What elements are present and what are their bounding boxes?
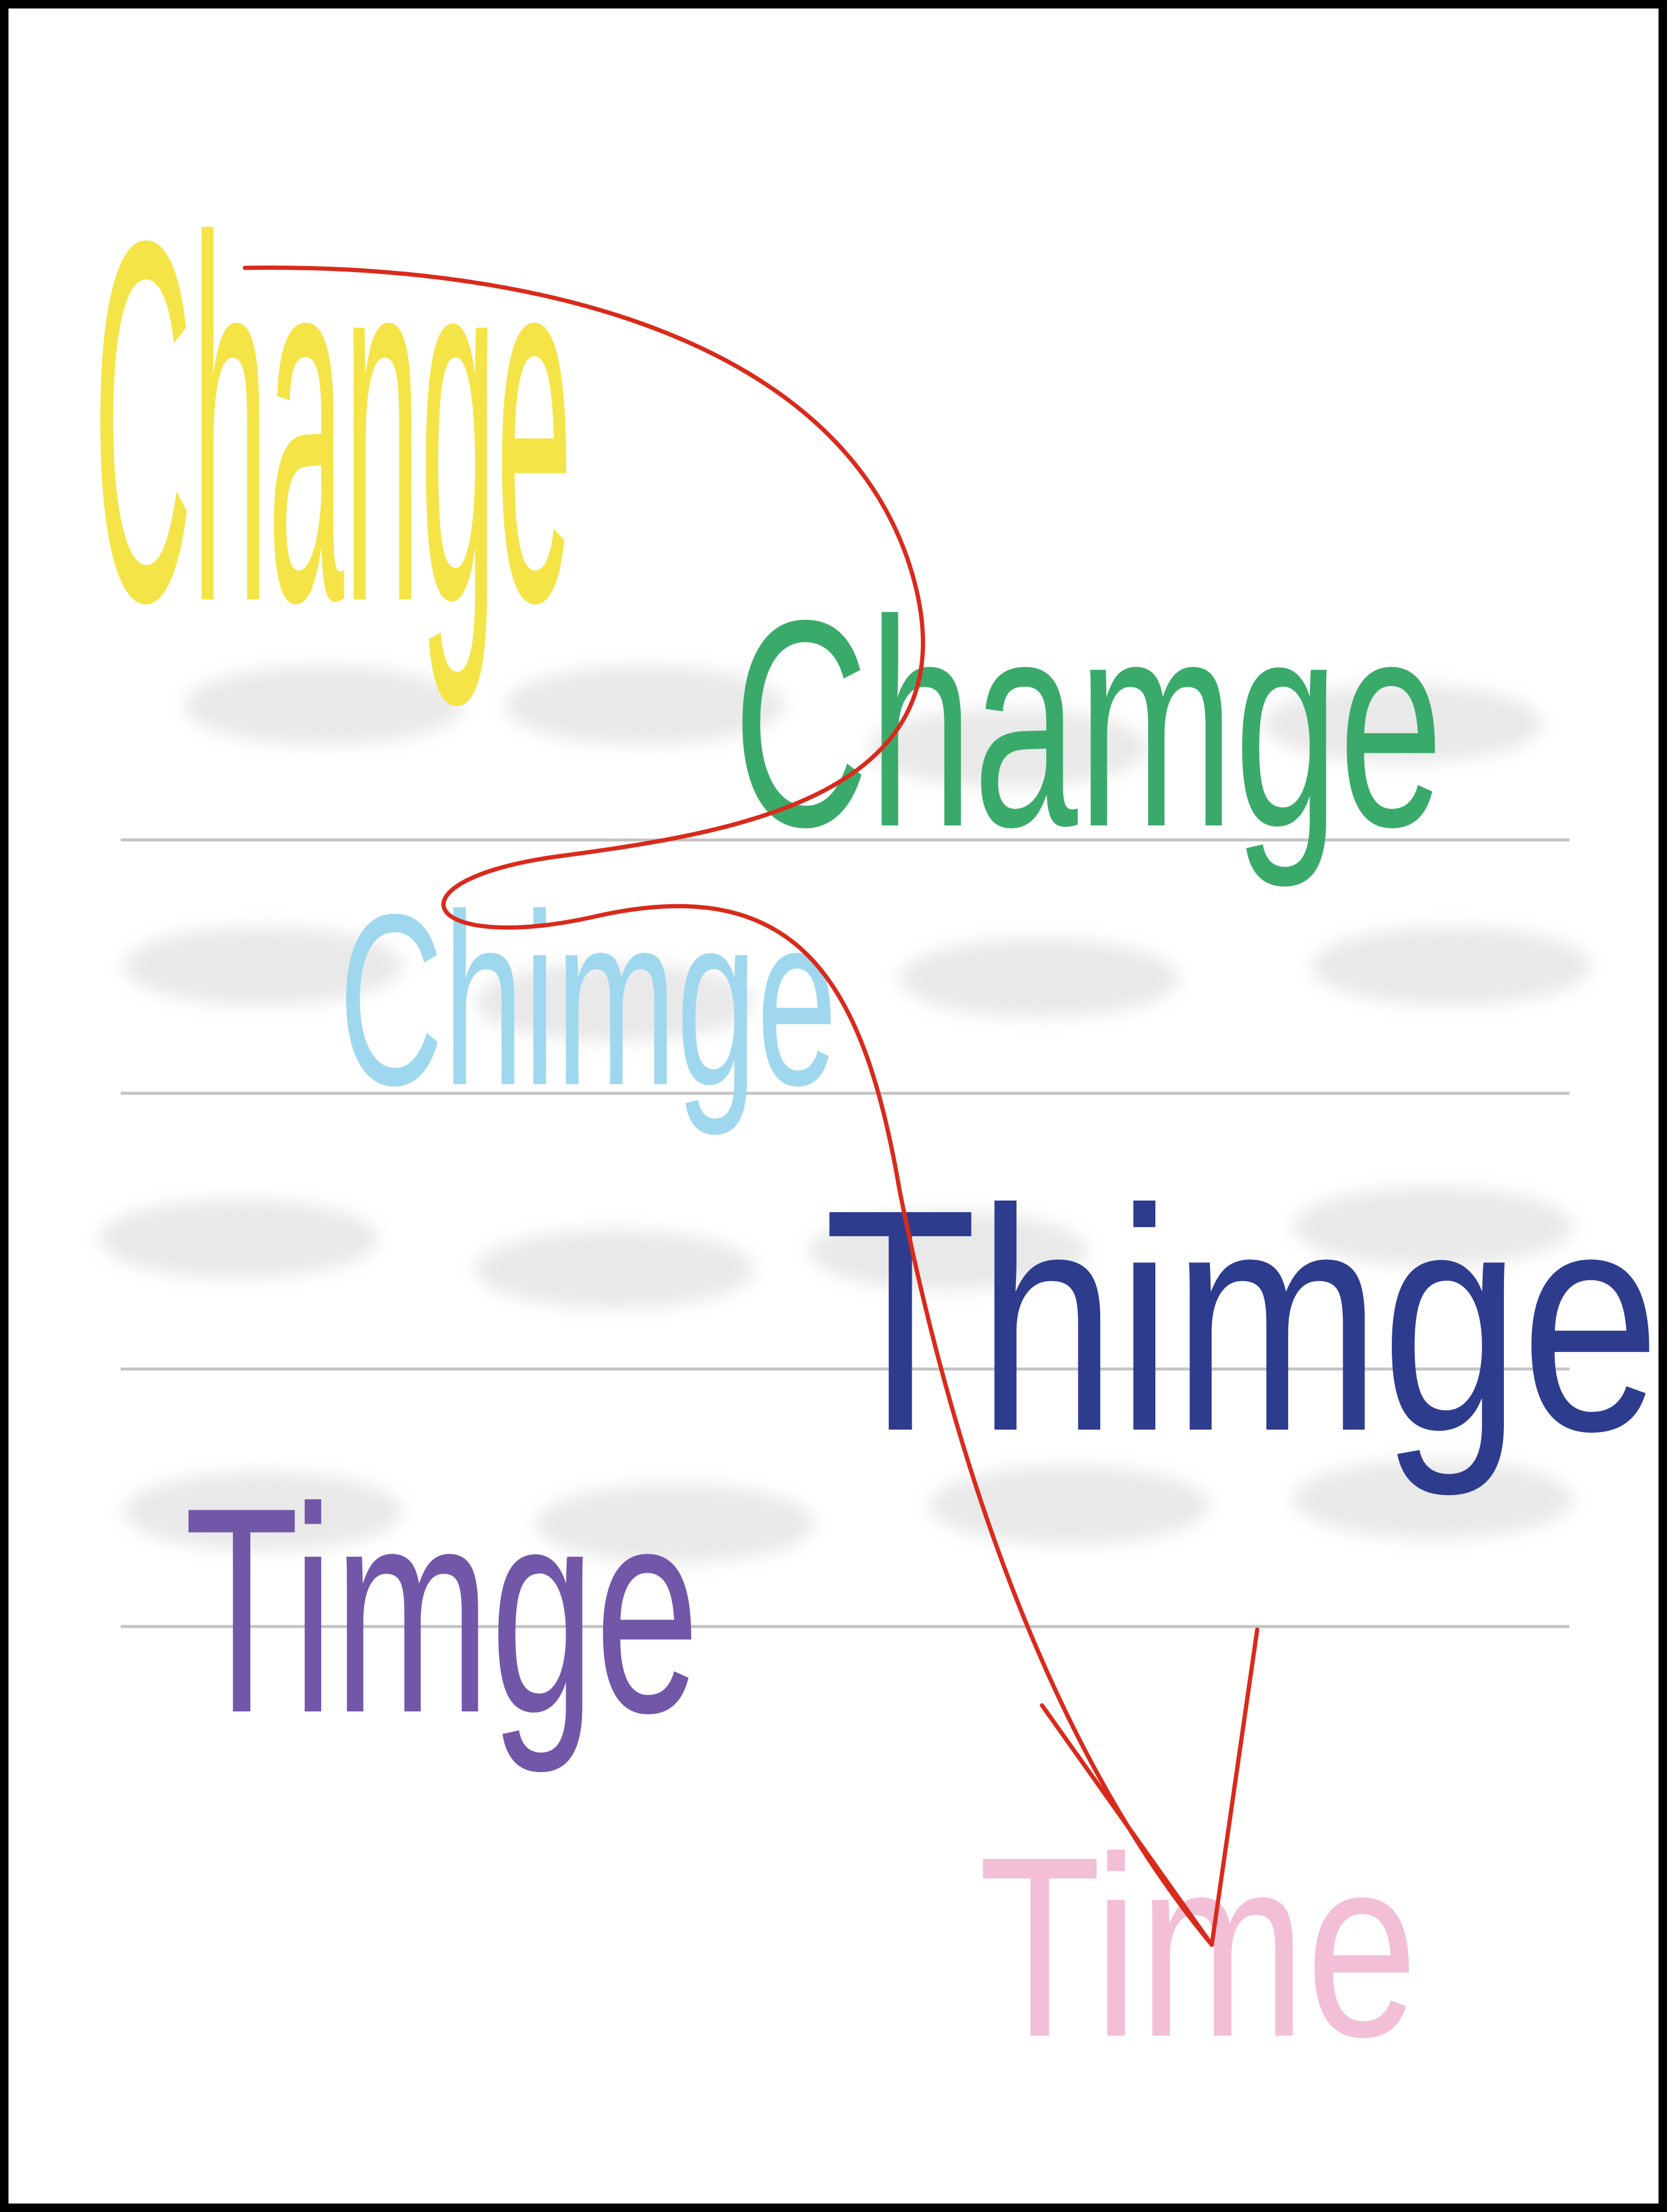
arrow-path	[242, 265, 1214, 1947]
curved-arrow	[242, 265, 1260, 1947]
smudge	[1294, 1460, 1572, 1539]
arrowhead-right	[1209, 1627, 1260, 1947]
smudge	[930, 1466, 1209, 1545]
smudge	[1312, 927, 1591, 1005]
guide-lines	[121, 838, 1569, 1628]
word-time: Time	[978, 1804, 1418, 2091]
word-thimge: Thimge	[824, 1143, 1659, 1499]
arrowhead-left	[1040, 1703, 1214, 1947]
word-timge: Timge	[184, 1447, 700, 1776]
smudge	[124, 1472, 403, 1551]
smudge	[99, 1199, 378, 1278]
smudge	[869, 708, 1148, 787]
diagram-canvas: Change Chamge Chimge Thimge Timge Time	[93, 134, 1659, 2091]
word-chimge: Chimge	[339, 863, 837, 1138]
smudge	[536, 1484, 815, 1563]
smudge	[475, 963, 754, 1042]
smudge	[184, 666, 463, 745]
smudge	[124, 927, 403, 1005]
white-canvas	[8, 8, 1659, 2204]
smudge	[506, 666, 784, 745]
smudge	[1263, 684, 1542, 763]
smudge	[809, 1211, 1087, 1290]
smudge	[900, 939, 1178, 1018]
smudge	[1294, 1187, 1572, 1266]
word-chamge: Chamge	[733, 559, 1443, 890]
smudge	[475, 1230, 754, 1308]
gray-smudges	[99, 666, 1591, 1563]
word-change: Change	[93, 134, 572, 712]
